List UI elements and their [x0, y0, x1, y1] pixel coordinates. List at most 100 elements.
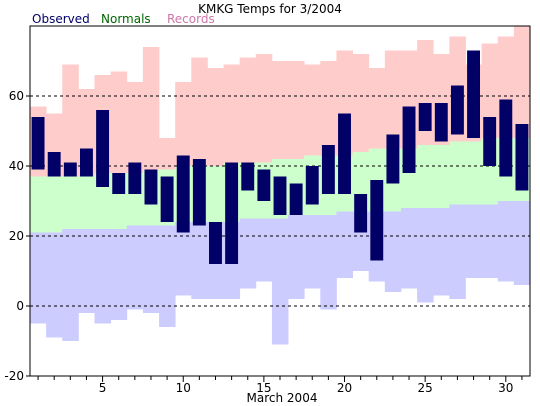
x-axis-label: March 2004 — [247, 391, 318, 405]
record-low-band — [336, 211, 353, 278]
record-high-band — [239, 57, 257, 163]
y-tick-label: 20 — [9, 229, 24, 243]
record-high-band — [481, 43, 499, 138]
observed-bar — [160, 176, 174, 222]
normal-range-band — [207, 166, 224, 222]
record-high-band — [191, 57, 208, 166]
observed-bar — [112, 173, 126, 194]
record-high-band — [126, 82, 144, 173]
record-low-band — [320, 215, 337, 310]
normal-range-band — [78, 176, 95, 229]
observed-bar — [96, 110, 110, 187]
record-high-band — [159, 138, 176, 170]
record-low-band — [433, 208, 450, 296]
record-low-band — [384, 211, 402, 292]
record-low-band — [255, 218, 273, 282]
plot-area: -20 0 20 40 60 5 10 15 20 25 30 — [4, 25, 531, 395]
observed-bar — [402, 106, 416, 173]
record-low-band — [465, 204, 483, 278]
observed-bar — [370, 180, 384, 261]
observed-bar — [289, 183, 303, 215]
record-high-band — [142, 47, 160, 170]
x-tick-label: 20 — [337, 381, 352, 395]
normal-range-band — [433, 145, 450, 208]
observed-bar — [386, 134, 400, 184]
x-tick-label: 5 — [99, 381, 107, 395]
record-high-band — [207, 68, 224, 166]
record-low-band — [142, 225, 160, 313]
observed-bar — [483, 117, 497, 166]
normal-range-band — [46, 176, 63, 233]
record-low-band — [94, 229, 112, 324]
observed-bar — [338, 113, 351, 194]
observed-bar — [80, 148, 93, 177]
record-low-band — [497, 201, 515, 282]
normal-range-band — [30, 176, 47, 233]
legend-observed: Observed — [32, 12, 90, 26]
record-high-band — [513, 26, 531, 138]
record-low-band — [304, 215, 321, 289]
normal-range-band — [417, 145, 434, 208]
record-low-band — [449, 204, 466, 299]
observed-bar — [321, 145, 335, 194]
x-tick-label: 25 — [418, 381, 433, 395]
observed-bar — [434, 103, 448, 142]
record-low-band — [46, 232, 63, 338]
record-high-band — [288, 61, 305, 159]
y-tick-label: 0 — [16, 299, 24, 313]
record-low-band — [481, 204, 499, 278]
observed-bar — [418, 103, 432, 131]
record-low-band — [417, 208, 434, 303]
record-high-band — [255, 54, 273, 163]
chart-title: KMKG Temps for 3/2004 — [198, 2, 342, 16]
observed-bar — [47, 152, 61, 177]
observed-bar — [225, 162, 239, 264]
record-high-band — [384, 50, 402, 149]
record-low-band — [78, 229, 95, 313]
record-low-band — [30, 232, 47, 324]
observed-bar — [499, 99, 513, 177]
legend-records: Records — [167, 12, 215, 26]
normal-range-band — [449, 141, 466, 205]
x-tick-label: 10 — [176, 381, 191, 395]
record-high-band — [110, 71, 128, 173]
observed-bar — [273, 176, 287, 215]
legend-normals: Normals — [101, 12, 151, 26]
record-low-band — [62, 229, 79, 341]
normal-range-band — [465, 141, 483, 205]
record-low-band — [400, 208, 418, 289]
record-low-band — [288, 215, 305, 299]
record-high-band — [368, 68, 386, 149]
record-low-band — [513, 201, 531, 285]
x-tick-label: 15 — [256, 381, 271, 395]
record-high-band — [320, 61, 337, 156]
record-low-band — [239, 218, 257, 289]
record-high-band — [175, 82, 192, 166]
record-high-band — [223, 64, 241, 163]
y-tick-label: 40 — [9, 159, 24, 173]
record-high-band — [62, 64, 79, 177]
observed-bar — [241, 162, 255, 191]
observed-bar — [144, 169, 158, 205]
observed-bar — [257, 169, 271, 201]
record-low-band — [126, 225, 144, 310]
observed-bar — [176, 155, 190, 233]
record-high-band — [304, 64, 321, 156]
observed-bar — [450, 85, 464, 135]
record-low-band — [159, 225, 176, 327]
observed-bar — [128, 162, 142, 194]
record-low-band — [110, 229, 128, 320]
record-high-band — [271, 61, 289, 159]
observed-bar — [305, 166, 319, 205]
record-high-band — [352, 54, 370, 152]
observed-bar — [515, 124, 529, 191]
y-tick-label: 60 — [9, 89, 24, 103]
y-tick-label: -20 — [4, 369, 24, 383]
observed-bar — [467, 50, 480, 138]
x-tick-label: 30 — [498, 381, 513, 395]
record-low-band — [271, 218, 289, 345]
observed-bar — [31, 117, 45, 170]
record-low-band — [191, 222, 208, 299]
observed-bar — [63, 162, 77, 177]
